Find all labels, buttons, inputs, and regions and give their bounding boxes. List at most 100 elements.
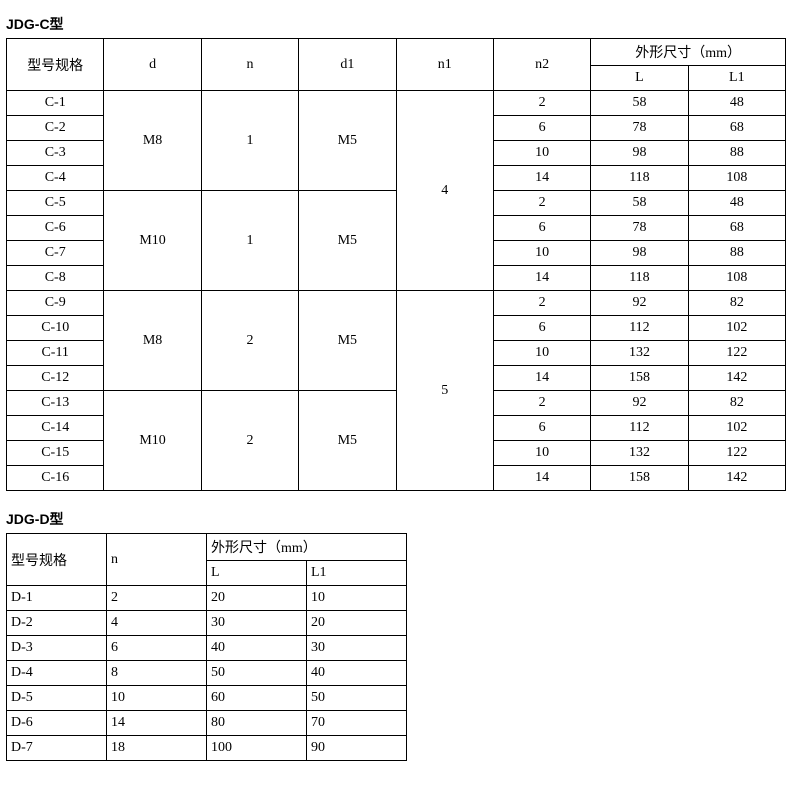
- table-row: D-7 18 100 90: [7, 736, 407, 761]
- cell-model: D-4: [7, 661, 107, 686]
- cell-model: D-1: [7, 586, 107, 611]
- cell-n: 1: [201, 191, 298, 291]
- cell-d: M8: [104, 291, 201, 391]
- cell-n2: 6: [493, 416, 590, 441]
- cell-d1: M5: [299, 191, 396, 291]
- cell-d1: M5: [299, 291, 396, 391]
- cell-L: 112: [591, 316, 688, 341]
- cell-L: 92: [591, 291, 688, 316]
- cell-n2: 2: [493, 91, 590, 116]
- cell-L1: 48: [688, 91, 785, 116]
- cell-n2: 10: [493, 241, 590, 266]
- cell-L1: 68: [688, 116, 785, 141]
- cell-L1: 102: [688, 316, 785, 341]
- table-row: C-9 M8 2 M5 5 2 92 82: [7, 291, 786, 316]
- cell-L1: 30: [307, 636, 407, 661]
- cell-model: C-1: [7, 91, 104, 116]
- cell-L1: 142: [688, 466, 785, 491]
- cell-L: 118: [591, 166, 688, 191]
- cell-n: 14: [107, 711, 207, 736]
- cell-model: D-7: [7, 736, 107, 761]
- cell-n1: 5: [396, 291, 493, 491]
- cell-L: 58: [591, 91, 688, 116]
- cell-L: 132: [591, 441, 688, 466]
- cell-L: 118: [591, 266, 688, 291]
- cell-n2: 6: [493, 116, 590, 141]
- cell-L: 60: [207, 686, 307, 711]
- cell-L: 30: [207, 611, 307, 636]
- cell-L1: 48: [688, 191, 785, 216]
- cell-n: 2: [201, 391, 298, 491]
- table-row: C-1 M8 1 M5 4 2 58 48: [7, 91, 786, 116]
- col-dim-header: 外形尺寸（mm）: [207, 534, 407, 561]
- table-row: D-2 4 30 20: [7, 611, 407, 636]
- cell-n2: 14: [493, 266, 590, 291]
- cell-n: 1: [201, 91, 298, 191]
- cell-L1: 90: [307, 736, 407, 761]
- cell-L: 132: [591, 341, 688, 366]
- cell-model: C-4: [7, 166, 104, 191]
- cell-model: C-13: [7, 391, 104, 416]
- cell-n: 18: [107, 736, 207, 761]
- cell-L: 158: [591, 366, 688, 391]
- cell-n2: 6: [493, 316, 590, 341]
- table-row: D-3 6 40 30: [7, 636, 407, 661]
- col-L: L: [591, 66, 688, 91]
- cell-L: 78: [591, 116, 688, 141]
- cell-n1: 4: [396, 91, 493, 291]
- cell-d1: M5: [299, 391, 396, 491]
- cell-model: C-15: [7, 441, 104, 466]
- col-dim-header: 外形尺寸（mm）: [591, 39, 786, 66]
- cell-model: C-3: [7, 141, 104, 166]
- cell-n: 2: [201, 291, 298, 391]
- cell-L: 98: [591, 241, 688, 266]
- cell-L1: 10: [307, 586, 407, 611]
- table-d-title: JDG-D型: [6, 509, 787, 529]
- cell-n2: 10: [493, 441, 590, 466]
- cell-model: D-6: [7, 711, 107, 736]
- cell-n2: 2: [493, 191, 590, 216]
- col-n1: n1: [396, 39, 493, 91]
- cell-L1: 122: [688, 441, 785, 466]
- cell-n2: 14: [493, 366, 590, 391]
- cell-model: C-6: [7, 216, 104, 241]
- cell-L1: 68: [688, 216, 785, 241]
- cell-L: 158: [591, 466, 688, 491]
- col-d1: d1: [299, 39, 396, 91]
- cell-n2: 14: [493, 166, 590, 191]
- cell-n2: 14: [493, 466, 590, 491]
- table-c: 型号规格 d n d1 n1 n2 外形尺寸（mm） L L1 C-1 M8 1…: [6, 38, 786, 491]
- cell-n2: 6: [493, 216, 590, 241]
- cell-model: C-8: [7, 266, 104, 291]
- cell-L: 20: [207, 586, 307, 611]
- col-L: L: [207, 561, 307, 586]
- cell-L1: 88: [688, 141, 785, 166]
- cell-L1: 20: [307, 611, 407, 636]
- cell-L: 50: [207, 661, 307, 686]
- table-row: D-6 14 80 70: [7, 711, 407, 736]
- cell-L: 100: [207, 736, 307, 761]
- cell-d: M8: [104, 91, 201, 191]
- table-row: D-5 10 60 50: [7, 686, 407, 711]
- col-model: 型号规格: [7, 534, 107, 586]
- cell-n: 2: [107, 586, 207, 611]
- cell-L: 98: [591, 141, 688, 166]
- cell-n: 4: [107, 611, 207, 636]
- col-n2: n2: [493, 39, 590, 91]
- cell-L1: 40: [307, 661, 407, 686]
- cell-L: 80: [207, 711, 307, 736]
- cell-L1: 122: [688, 341, 785, 366]
- cell-L1: 82: [688, 291, 785, 316]
- cell-model: C-2: [7, 116, 104, 141]
- cell-model: D-5: [7, 686, 107, 711]
- cell-model: D-3: [7, 636, 107, 661]
- cell-n2: 10: [493, 341, 590, 366]
- cell-L1: 108: [688, 266, 785, 291]
- cell-model: C-11: [7, 341, 104, 366]
- cell-L1: 82: [688, 391, 785, 416]
- cell-L: 78: [591, 216, 688, 241]
- table-c-title: JDG-C型: [6, 14, 787, 34]
- cell-model: C-16: [7, 466, 104, 491]
- cell-model: C-14: [7, 416, 104, 441]
- cell-L: 58: [591, 191, 688, 216]
